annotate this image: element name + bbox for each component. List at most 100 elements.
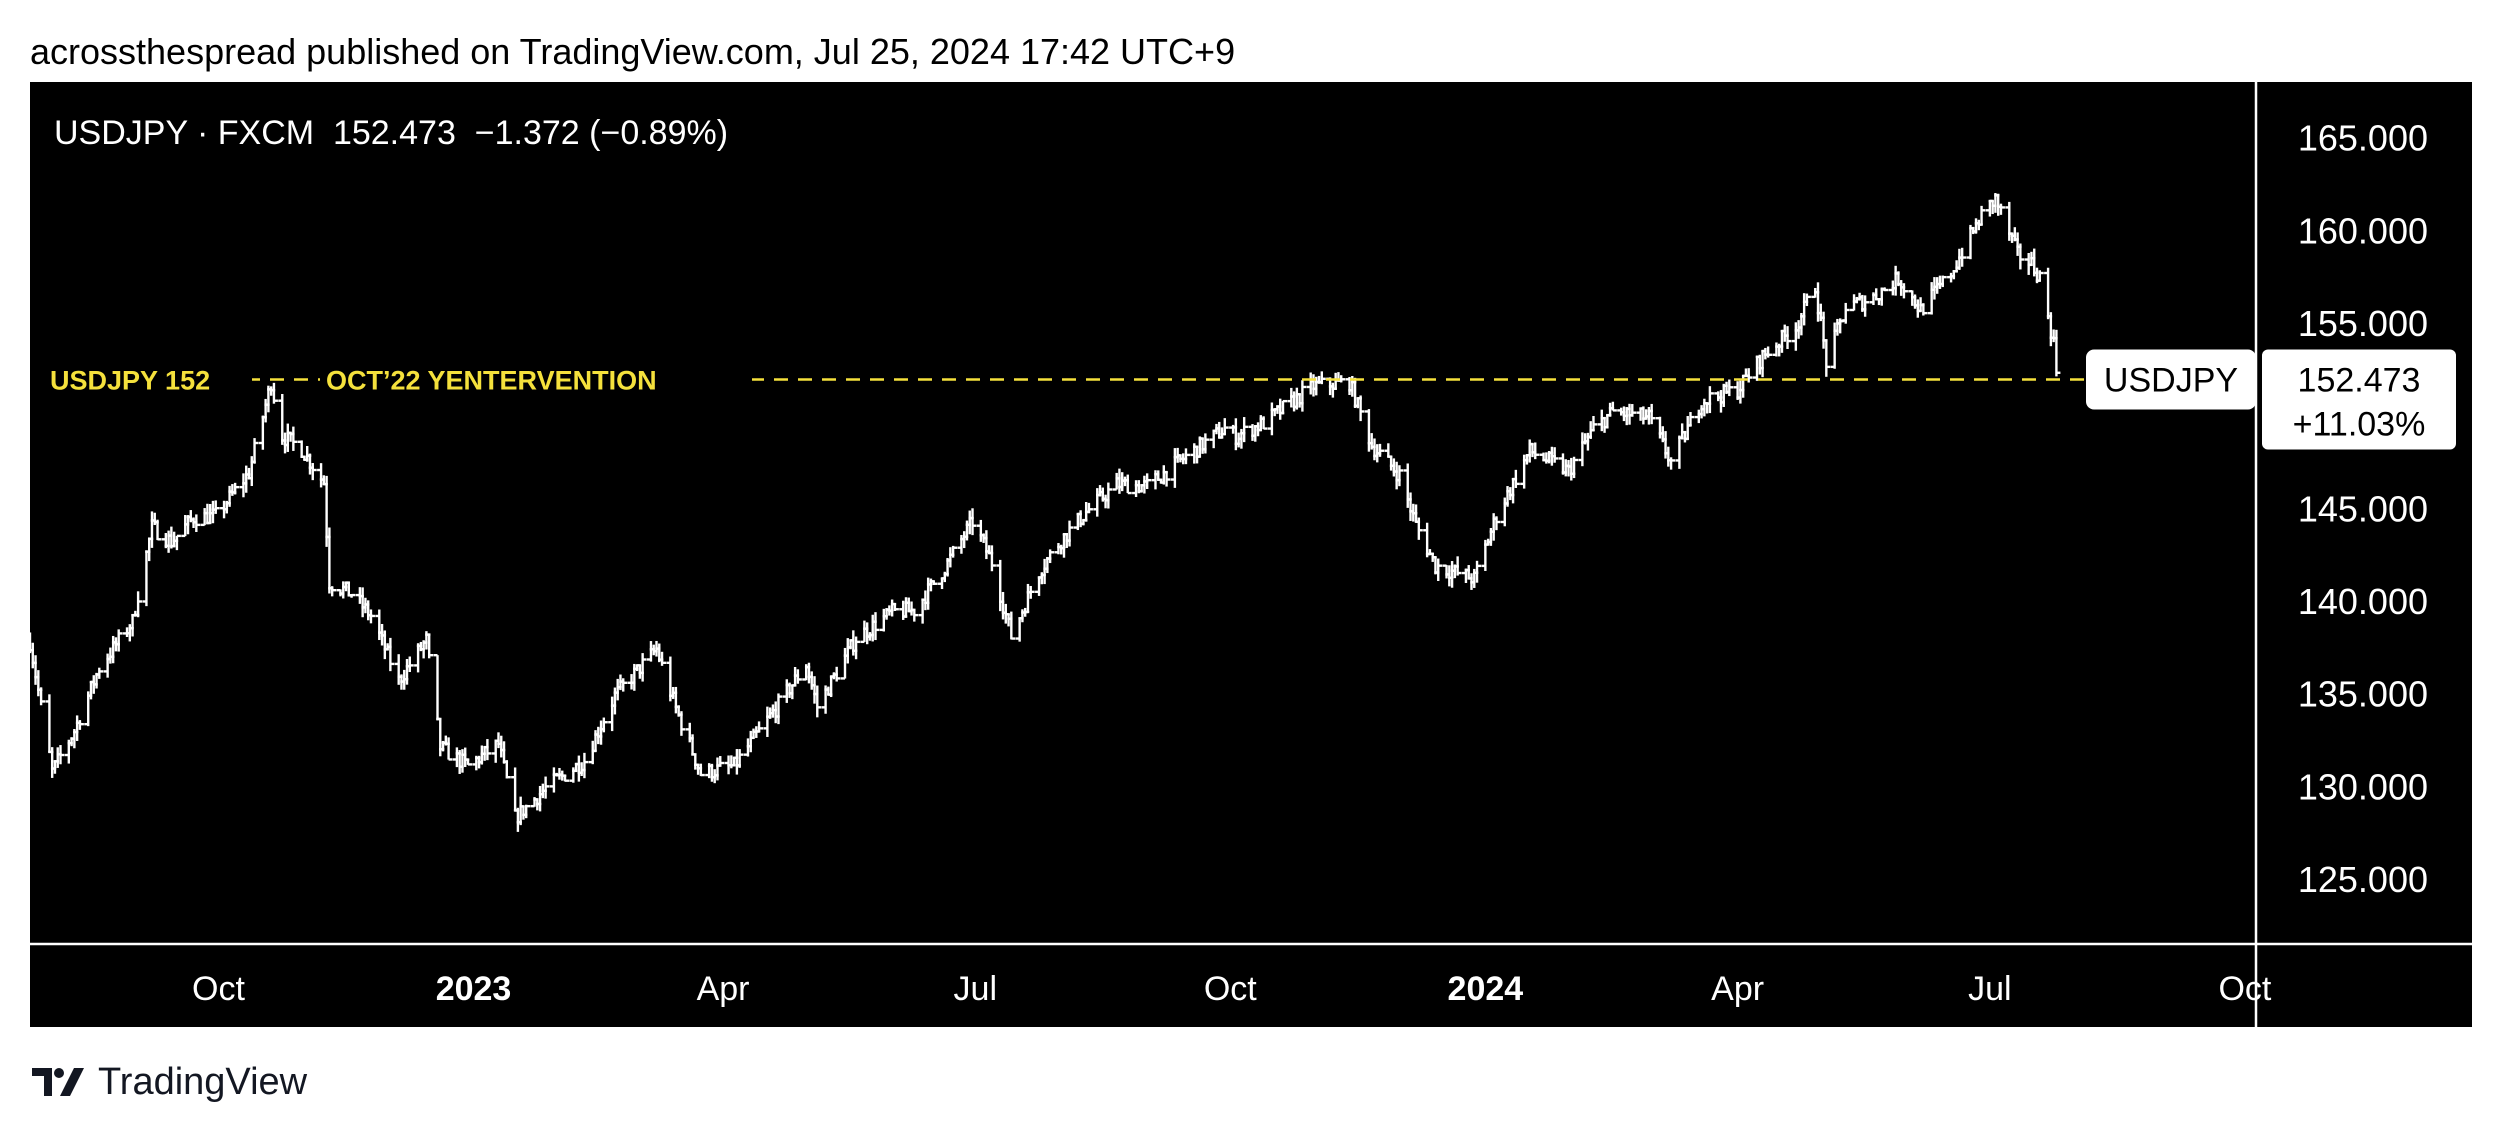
price-tick-label: 130.000 [2298,766,2428,807]
ohlc-bar [1278,399,1287,415]
ohlc-bar [755,721,764,733]
ohlc-bar [425,633,434,659]
symbol-tag-label: USDJPY [2104,362,2238,400]
ohlc-bar [735,749,744,768]
ohlc-bar [95,667,104,679]
price-chart[interactable]: USDJPY 152 OCT’22 YENTERVENTION USDJPY ·… [30,82,2472,1027]
ohlc-bar [328,586,337,597]
tradingview-logo[interactable]: TradingView [30,1060,307,1104]
price-tick-label: 155.000 [2298,303,2428,344]
ohlc-bar [1958,247,1967,267]
ohlc-bar [114,629,123,652]
ohlc-bar [211,500,220,514]
ohlc-bar [502,760,511,779]
ohlc-bar [134,591,143,618]
ohlc-bar [1376,443,1385,457]
last-price-tag: 152.473 +11.03% [2262,349,2456,450]
chart-panel[interactable]: USDJPY 152 OCT’22 YENTERVENTION USDJPY ·… [30,82,2472,1027]
ohlc-bar [541,776,550,799]
intervention-annotation: OCT’22 YENTERVENTION [326,366,657,396]
ohlc-bar [1647,403,1656,425]
ohlc-bar [1181,448,1190,465]
ohlc-bar [688,734,697,756]
ohlc-bar [2016,243,2025,270]
time-axis[interactable]: Oct 2023 Apr Jul Oct 2024 Apr Jul Oct [192,970,2272,1008]
ohlc-bar [45,694,54,754]
time-tick-label: 2023 [436,970,512,1008]
ohlc-bar [949,545,958,558]
ohlc-bar [347,593,356,598]
ohlc-bar [1977,205,1986,226]
ohlc-bar [1267,402,1276,436]
ohlc-bar [852,636,861,660]
ohlc-bar [1899,283,1908,299]
ohlc-bar [1104,482,1113,509]
symbol-legend: USDJPY · FXCM 152.473 −1.372 (−0.89%) [54,114,728,152]
ohlc-bar [297,440,306,458]
ohlc-bar [774,693,783,725]
price-tick-label: 160.000 [2298,210,2428,251]
ohlc-bar [1453,556,1462,576]
ohlc-bar [1384,443,1393,458]
time-tick-label: Apr [697,970,750,1008]
price-tick-label: 145.000 [2298,488,2428,529]
time-tick-label: Oct [1204,970,1257,1008]
ohlc-bar [1143,473,1152,490]
ohlc-bar [250,438,259,464]
time-tick-label: Jul [1968,970,2011,1008]
ohlc-bar [1841,302,1850,324]
ohlc-bar [1473,560,1482,583]
ohlc-bar [716,756,725,767]
time-tick-label: Apr [1711,970,1764,1008]
ohlc-bar [366,609,375,624]
ohlc-bar [1938,275,1947,288]
ohlc-bar [599,717,608,733]
ohlc-bar [289,426,298,451]
time-tick-label: Oct [192,970,245,1008]
ohlc-bar [386,637,395,672]
ohlc-bar [483,739,492,761]
ohlc-bar [444,737,453,761]
last-price-tag-background [2262,349,2456,450]
ohlc-bar [1705,386,1714,414]
ohlc-bar [929,580,938,586]
ohlc-bar [832,666,841,682]
ohlc-bar [1628,404,1637,417]
ohlc-bar [1220,418,1229,436]
ohlc-bar [793,669,802,684]
time-tick-label: Jul [954,970,997,1008]
ohlc-bar [1434,558,1443,582]
ohlc-bar [1414,517,1423,540]
ohlc-bar [269,382,278,404]
price-tick-label: 125.000 [2298,859,2428,900]
ohlc-bar [2044,267,2053,320]
ohlc-bar [1084,502,1093,514]
time-tick-label: 2024 [1448,970,1524,1008]
ohlc-bar [511,767,520,812]
ohlc-bar [1570,456,1579,479]
ohlc-bar [522,804,531,819]
price-axis[interactable]: 165.000 160.000 155.000 145.000 140.000 135.0… [2298,118,2428,901]
ohlc-bars [30,193,2061,832]
last-price-change: +11.03% [2293,406,2426,444]
ohlc-bar [677,711,686,736]
intervention-level-label: USDJPY 152 [50,366,210,396]
ohlc-bar [1667,457,1676,470]
ohlc-bar [1298,380,1307,412]
ohlc-bar [1686,412,1695,427]
tradingview-logo-icon [32,1068,84,1096]
ohlc-bar [1317,371,1326,385]
last-price-value: 152.473 [2298,362,2421,400]
ohlc-bar [638,653,647,682]
ohlc-bar [1880,287,1889,292]
ohlc-bar [192,514,201,533]
ohlc-bar [1356,395,1365,422]
ohlc-bar [308,463,317,481]
ohlc-bar [890,602,899,612]
ohlc-bar [1065,520,1074,547]
ohlc-bar [75,720,84,730]
ohlc-bar [696,763,705,777]
ohlc-bar [871,612,880,641]
ohlc-bar [1123,474,1132,495]
ohlc-bar [433,653,442,721]
